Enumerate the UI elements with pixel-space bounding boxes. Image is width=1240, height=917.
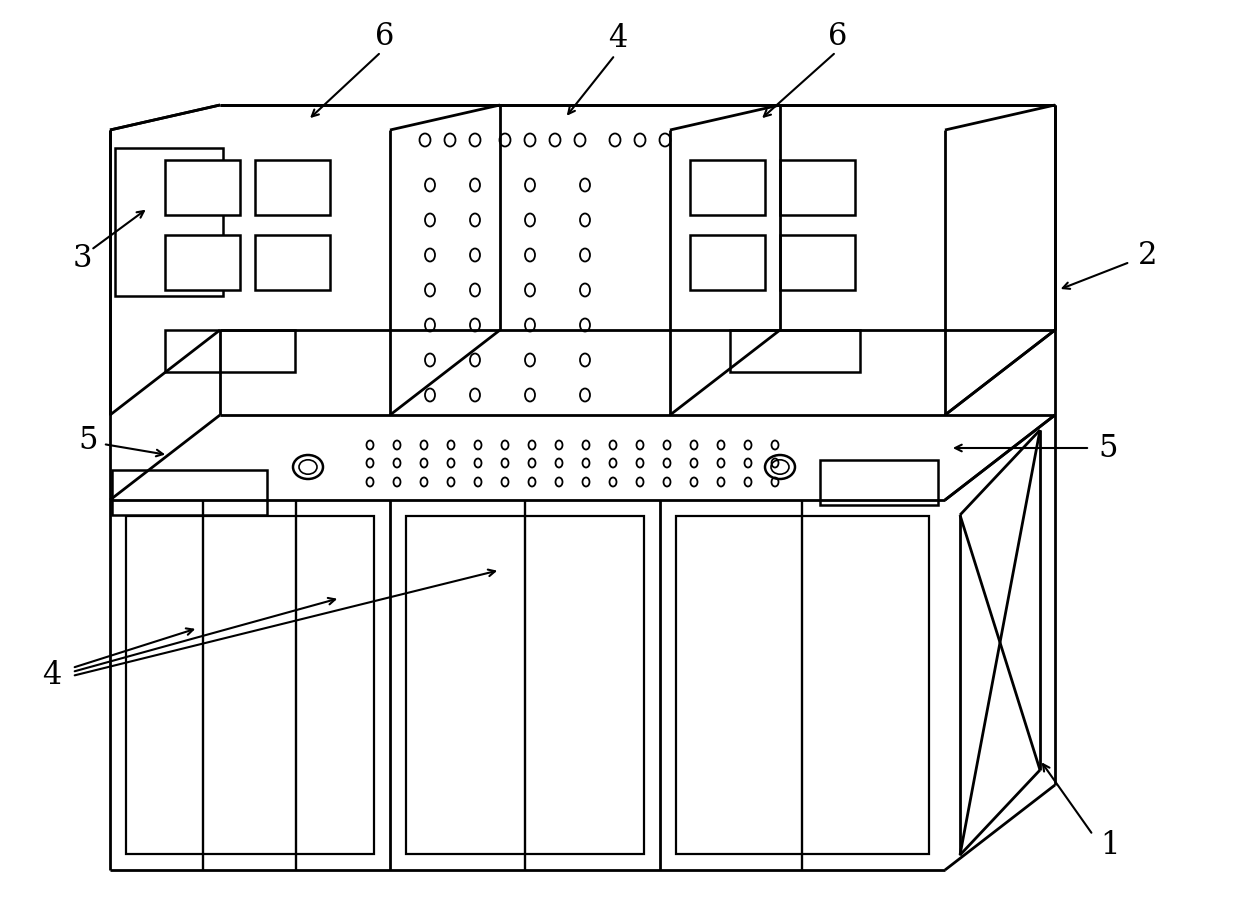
Bar [165, 160, 241, 215]
Bar [689, 160, 765, 215]
Bar [165, 330, 295, 372]
Bar [780, 235, 856, 290]
Text: 5: 5 [1099, 433, 1117, 463]
Text: 4: 4 [609, 23, 627, 53]
Bar [676, 516, 929, 854]
Text: 5: 5 [78, 425, 98, 456]
Bar [820, 460, 937, 505]
Bar [255, 235, 330, 290]
Text: 6: 6 [376, 20, 394, 51]
Bar [115, 148, 223, 296]
Text: 4: 4 [42, 659, 62, 691]
Bar [405, 516, 644, 854]
Bar [126, 516, 374, 854]
Bar [730, 330, 861, 372]
Bar [165, 235, 241, 290]
Bar [689, 235, 765, 290]
Bar [112, 470, 267, 515]
Bar [780, 160, 856, 215]
Bar [255, 160, 330, 215]
Text: 6: 6 [828, 20, 848, 51]
Text: 2: 2 [1138, 239, 1158, 271]
Text: 1: 1 [1100, 830, 1120, 860]
Text: 3: 3 [72, 242, 92, 273]
